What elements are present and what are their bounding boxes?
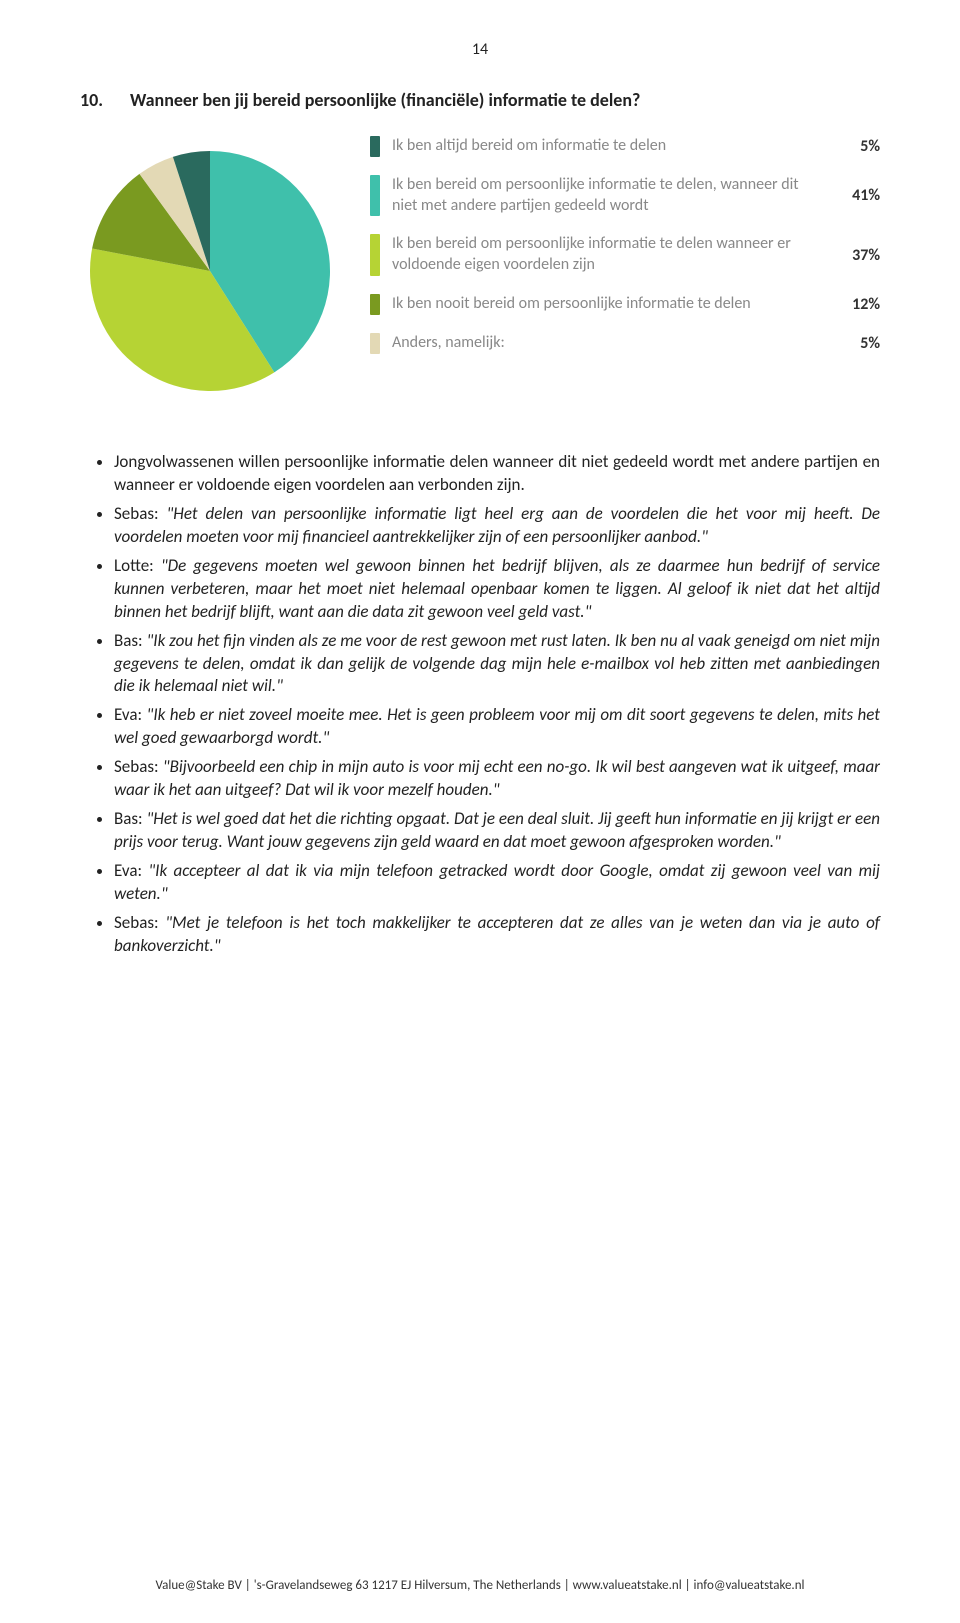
chart-block: Ik ben altijd bereid om informatie te de… <box>70 131 880 411</box>
quote-text: "Ik heb er niet zoveel moeite mee. Het i… <box>114 704 880 748</box>
page-number: 14 <box>80 40 880 59</box>
legend-label: Ik ben nooit bereid om persoonlijke info… <box>392 294 830 315</box>
quote-text: "Het is wel goed dat het die richting op… <box>114 808 880 852</box>
legend-color-bar <box>370 294 380 315</box>
list-item: Bas: "Het is wel goed dat het die richti… <box>114 808 880 854</box>
question-heading: 10. Wanneer ben jij bereid persoonlijke … <box>80 89 880 111</box>
legend-label: Ik ben altijd bereid om informatie te de… <box>392 136 830 157</box>
legend-row: Ik ben bereid om persoonlijke informatie… <box>370 234 880 276</box>
legend-label: Anders, namelijk: <box>392 333 830 354</box>
footer-text: Value@Stake BV | 's-Gravelandseweg 63 12… <box>0 1578 960 1593</box>
legend-row: Ik ben altijd bereid om informatie te de… <box>370 136 880 157</box>
quote-text: "Ik zou het fijn vinden als ze me voor d… <box>114 630 880 697</box>
list-item: Sebas: "Bijvoorbeeld een chip in mijn au… <box>114 756 880 802</box>
chart-legend: Ik ben altijd bereid om informatie te de… <box>370 131 880 372</box>
legend-color-bar <box>370 136 380 157</box>
legend-percent: 5% <box>830 137 880 156</box>
legend-percent: 37% <box>830 246 880 265</box>
legend-percent: 41% <box>830 186 880 205</box>
legend-color-bar <box>370 333 380 354</box>
bullet-list: Jongvolwassenen willen persoonlijke info… <box>80 451 880 958</box>
legend-percent: 12% <box>830 295 880 314</box>
list-item: Eva: "Ik accepteer al dat ik via mijn te… <box>114 860 880 906</box>
quote-text: "Het delen van persoonlijke informatie l… <box>114 503 880 547</box>
legend-percent: 5% <box>830 334 880 353</box>
quote-text: "Bijvoorbeeld een chip in mijn auto is v… <box>114 756 880 800</box>
quote-speaker: Eva: <box>114 860 148 881</box>
quote-text: "Met je telefoon is het toch makkelijker… <box>114 912 880 956</box>
legend-row: Anders, namelijk:5% <box>370 333 880 354</box>
legend-row: Ik ben bereid om persoonlijke informatie… <box>370 175 880 217</box>
question-number: 10. <box>80 89 130 111</box>
list-item: Sebas: "Het delen van persoonlijke infor… <box>114 503 880 549</box>
list-item: Jongvolwassenen willen persoonlijke info… <box>114 451 880 497</box>
question-text: Wanneer ben jij bereid persoonlijke (fin… <box>130 89 880 111</box>
quote-speaker: Eva: <box>114 704 147 725</box>
list-item: Lotte: "De gegevens moeten wel gewoon bi… <box>114 555 880 624</box>
document-page: 14 10. Wanneer ben jij bereid persoonlij… <box>0 0 960 1623</box>
legend-label: Ik ben bereid om persoonlijke informatie… <box>392 175 830 217</box>
quote-speaker: Sebas: <box>114 503 166 524</box>
legend-color-bar <box>370 234 380 276</box>
pie-chart <box>70 131 350 411</box>
quote-speaker: Bas: <box>114 630 146 651</box>
list-item: Bas: "Ik zou het fijn vinden als ze me v… <box>114 630 880 699</box>
pie-svg <box>80 141 340 401</box>
list-item: Sebas: "Met je telefoon is het toch makk… <box>114 912 880 958</box>
legend-color-bar <box>370 175 380 217</box>
legend-label: Ik ben bereid om persoonlijke informatie… <box>392 234 830 276</box>
legend-row: Ik ben nooit bereid om persoonlijke info… <box>370 294 880 315</box>
quote-speaker: Bas: <box>114 808 146 829</box>
quote-text: "De gegevens moeten wel gewoon binnen he… <box>114 555 880 622</box>
quote-speaker: Sebas: <box>114 756 163 777</box>
quote-text: "Ik accepteer al dat ik via mijn telefoo… <box>114 860 880 904</box>
quote-speaker: Lotte: <box>114 555 161 576</box>
quote-speaker: Sebas: <box>114 912 165 933</box>
list-item: Eva: "Ik heb er niet zoveel moeite mee. … <box>114 704 880 750</box>
